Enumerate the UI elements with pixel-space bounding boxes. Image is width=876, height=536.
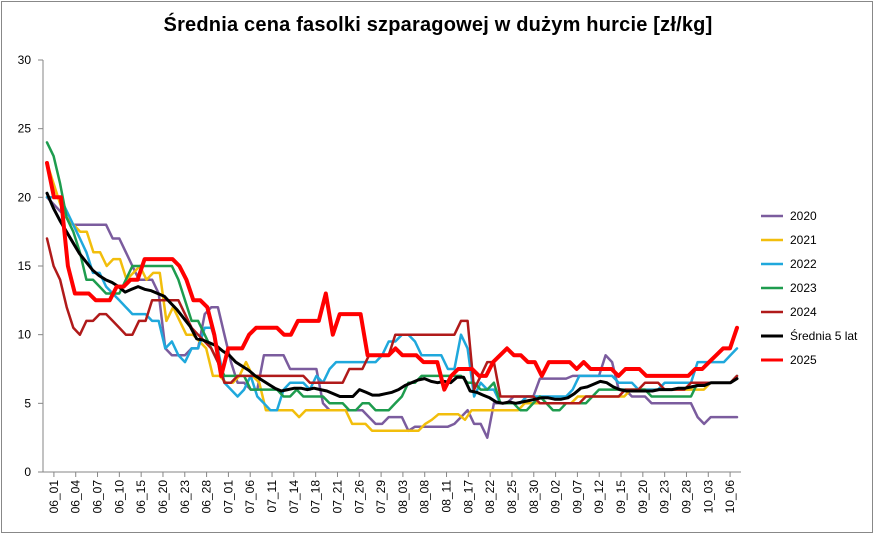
x-tick-label: 07_06 [243,480,257,514]
x-tick-label: 07_01 [221,480,235,514]
x-tick-label: 09_12 [592,480,606,514]
x-tick-label: 08_03 [396,480,410,514]
y-tick-label: 10 [18,328,32,342]
x-tick-label: 08_11 [440,480,454,513]
y-tick-label: 15 [18,259,32,273]
x-tick-label: 09_20 [636,480,650,514]
x-tick-label: 10_03 [701,480,715,514]
x-tick-label: 06_01 [47,480,61,514]
x-tick-label: 06_20 [156,480,170,514]
x-tick-label: 08_30 [527,480,541,514]
x-tick-label: 06_04 [69,480,83,514]
x-tick-label: 08_17 [461,480,475,514]
x-tick-label: 09_02 [549,480,563,514]
x-tick-label: 07_29 [374,480,388,514]
chart-title: Średnia cena fasolki szparagowej w dużym… [163,14,713,36]
y-tick-label: 30 [18,53,32,67]
y-tick-label: 0 [24,465,31,479]
series-line-2025 [45,161,739,392]
x-tick-label: 08_22 [483,480,497,514]
legend-label: Średnia 5 lat [790,328,858,343]
x-tick-label: 06_23 [178,480,192,514]
x-tick-label: 07_14 [287,480,301,514]
x-tick-label: 07_11 [265,480,279,513]
x-tick-label: 06_28 [200,480,214,514]
series-line-2021 [45,161,739,433]
axes: 0 5 10 15 20 25 30 06_01 06_04 06_07 06_10 06_15 06_… [18,53,741,513]
series-line--rednia-5-lat [45,191,739,405]
legend-label: 2024 [790,305,817,319]
x-tick-label: 07_21 [330,480,344,514]
x-tick-label: 07_26 [352,480,366,514]
x-tick-label: 08_25 [505,480,519,514]
x-tick-label: 08_08 [418,480,432,514]
legend-label: 2020 [790,209,817,223]
y-tick-label: 5 [24,396,31,410]
x-tick-label: 06_15 [134,480,148,514]
legend-label: 2025 [790,353,817,367]
y-tick-label: 20 [18,190,32,204]
x-tick-label: 10_06 [723,480,737,514]
x-tick-label: 09_15 [614,480,628,514]
legend-label: 2023 [790,281,817,295]
x-tick-label: 09_07 [570,480,584,514]
x-tick-label: 09_28 [679,480,693,514]
x-tick-label: 09_23 [658,480,672,514]
series-lines [45,141,739,439]
legend-label: 2022 [790,257,817,271]
x-tick-label: 07_18 [309,480,323,514]
legend: 2020 2021 2022 2023 2024 Średnia 5 lat 2025 [761,209,858,367]
x-tick-label: 06_07 [91,480,105,514]
x-tick-label: 06_10 [112,480,126,514]
series-line-2024 [45,237,739,405]
legend-label: 2021 [790,233,817,247]
y-tick-label: 25 [18,122,32,136]
